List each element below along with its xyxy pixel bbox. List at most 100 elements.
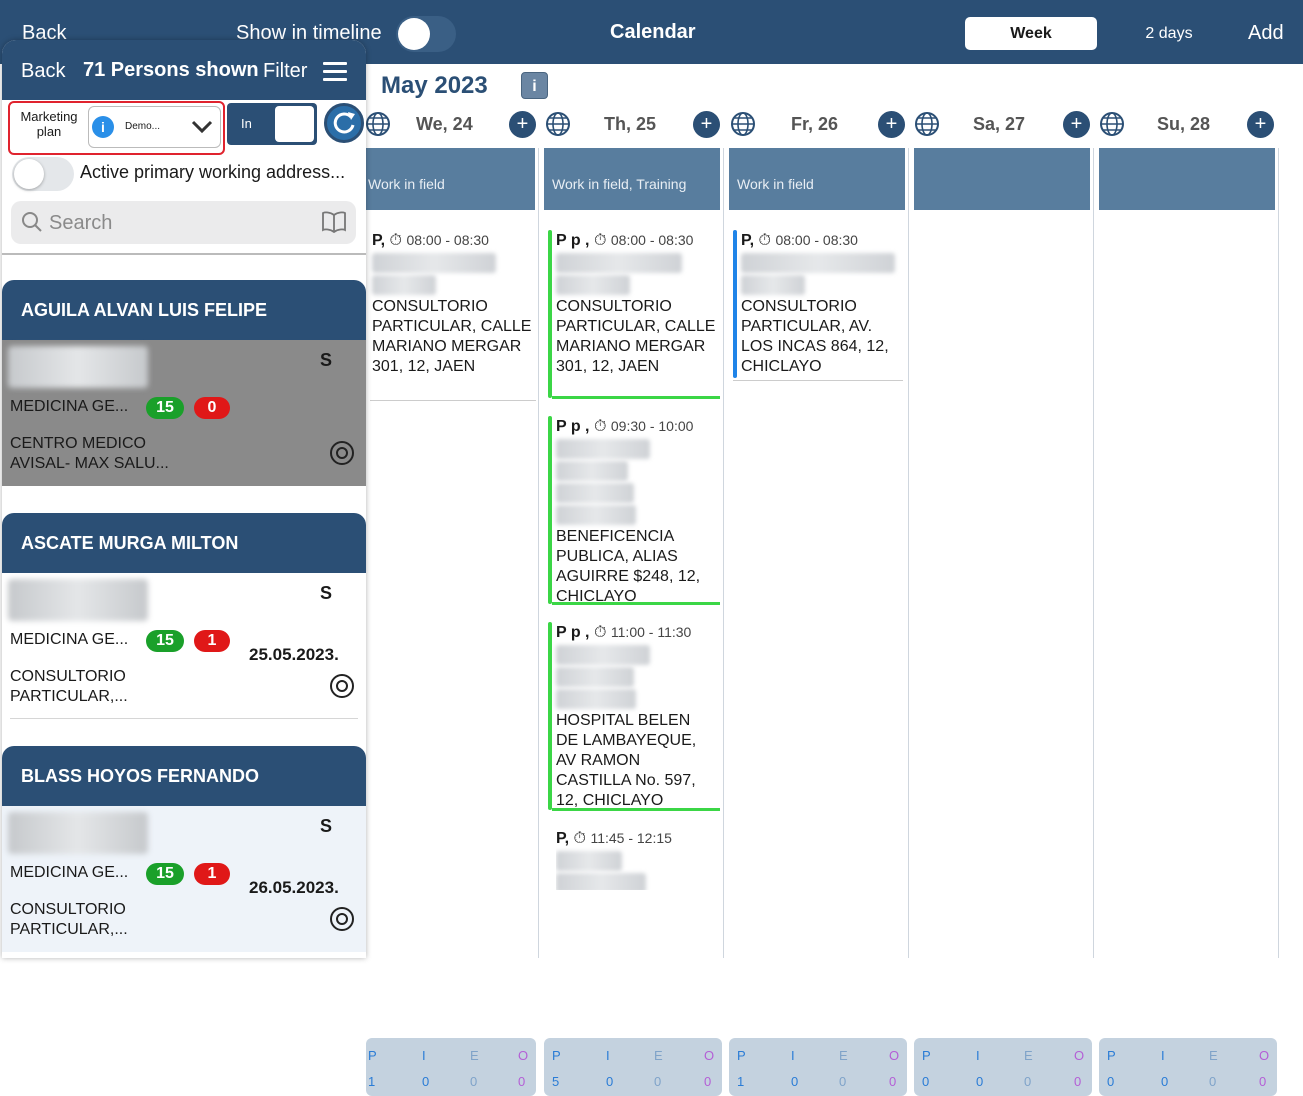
panel-back-button[interactable]: Back: [21, 60, 66, 82]
person-status: S: [320, 583, 333, 603]
stat-label: E: [1209, 1048, 1218, 1063]
stat-label: O: [518, 1048, 529, 1063]
add-event-button[interactable]: +: [693, 111, 720, 138]
add-event-button[interactable]: +: [1063, 111, 1090, 138]
person-card[interactable]: S MEDICINA GE... 15 0 CENTRO MEDICO AVIS…: [2, 340, 366, 486]
calendar-event[interactable]: P p , ⏱ 08:00 - 08:30 CONSULTORIO PARTIC…: [548, 230, 720, 400]
day-column-we24: Work in field P, ⏱ 08:00 - 08:30 CONSULT…: [364, 148, 539, 1096]
person-group-header[interactable]: AGUILA ALVAN LUIS FELIPE: [2, 280, 366, 340]
stat-value: 0: [1161, 1074, 1169, 1089]
stat-label: P: [1107, 1048, 1116, 1063]
add-event-button[interactable]: +: [1247, 111, 1274, 138]
view-week-button[interactable]: Week: [965, 17, 1097, 50]
day-activity-band[interactable]: Work in field, Training: [544, 148, 720, 210]
day-activity-band[interactable]: Work in field: [364, 148, 535, 210]
in-toggle-field[interactable]: [275, 106, 314, 142]
redacted-name: [372, 275, 436, 295]
stat-label: I: [976, 1048, 980, 1063]
day-footer-stats: P I E O 5 0 0 0: [544, 1038, 722, 1096]
day-activity-band[interactable]: Work in field: [729, 148, 905, 210]
event-time: 11:45 - 12:15: [590, 830, 672, 846]
person-card[interactable]: S MEDICINA GE... 15 1 26.05.2023. CONSUL…: [2, 806, 366, 952]
event-status-bar: [548, 416, 552, 604]
calendar-event[interactable]: P, ⏱ 08:00 - 08:30 CONSULTORIO PARTICULA…: [372, 230, 532, 377]
person-name: AGUILA ALVAN LUIS FELIPE: [21, 300, 267, 320]
stat-value: 0: [1074, 1074, 1082, 1089]
active-primary-address-toggle[interactable]: [12, 157, 74, 191]
event-underline: [552, 602, 720, 605]
redacted-name: [8, 579, 148, 621]
stat-label: I: [791, 1048, 795, 1063]
chevron-down-icon: [190, 113, 214, 145]
stat-value: 0: [1259, 1074, 1267, 1089]
day-activity-band[interactable]: [1099, 148, 1275, 210]
calendar-event[interactable]: P p , ⏱ 09:30 - 10:00 BENEFICENCIA PUBLI…: [548, 416, 720, 606]
target-icon[interactable]: [329, 440, 355, 466]
add-button[interactable]: Add: [1248, 22, 1284, 44]
redacted-name: [556, 253, 682, 273]
add-event-button[interactable]: +: [878, 111, 905, 138]
band-label: Work in field: [368, 176, 445, 192]
book-icon[interactable]: [321, 211, 347, 233]
search-input[interactable]: Search: [11, 201, 356, 244]
person-specialty: MEDICINA GE...: [10, 398, 129, 415]
stat-label: E: [839, 1048, 848, 1063]
info-icon[interactable]: i: [521, 72, 548, 99]
redacted-name: [556, 483, 634, 503]
day-label: We, 24: [416, 114, 473, 134]
target-icon[interactable]: [329, 673, 355, 699]
redacted-name: [556, 439, 650, 459]
person-card[interactable]: S MEDICINA GE... 15 1 25.05.2023. CONSUL…: [2, 573, 366, 719]
in-label: In: [241, 116, 252, 131]
calendar-event[interactable]: P p , ⏱ 11:00 - 11:30 HOSPITAL BELEN DE …: [548, 622, 720, 812]
day-header-fr26: Fr, 26 +: [729, 110, 909, 140]
stat-label: P: [922, 1048, 931, 1063]
stopwatch-icon: ⏱: [389, 232, 402, 249]
person-address: CONSULTORIO PARTICULAR,...: [10, 668, 128, 705]
red-count-badge: 1: [194, 863, 230, 885]
event-status-bar: [548, 622, 552, 810]
day-label: Fr, 26: [791, 114, 839, 134]
back-button[interactable]: Back: [22, 22, 67, 44]
stat-label: E: [1024, 1048, 1033, 1063]
toggle-knob: [398, 18, 430, 50]
view-2days-button[interactable]: 2 days: [1145, 25, 1193, 42]
globe-icon[interactable]: [364, 110, 392, 138]
person-specialty: MEDICINA GE...: [10, 631, 129, 648]
redacted-name: [556, 275, 630, 295]
in-out-toggle[interactable]: In: [227, 103, 317, 145]
globe-icon[interactable]: [544, 110, 572, 138]
person-group-header[interactable]: ASCATE MURGA MILTON: [2, 513, 366, 573]
event-prefix: P,: [741, 232, 755, 249]
stat-label: I: [606, 1048, 610, 1063]
person-address: CONSULTORIO PARTICULAR,...: [10, 901, 128, 938]
redacted-name: [556, 667, 634, 687]
marketing-plan-value: Demo...: [125, 121, 161, 132]
person-group-header[interactable]: BLASS HOYOS FERNANDO: [2, 746, 366, 806]
stopwatch-icon: ⏱: [758, 232, 771, 249]
add-event-button[interactable]: +: [509, 111, 536, 138]
divider: [2, 253, 366, 255]
stat-value: 0: [1209, 1074, 1217, 1089]
info-icon[interactable]: i: [92, 116, 114, 138]
target-icon[interactable]: [329, 906, 355, 932]
hamburger-menu-icon[interactable]: [323, 62, 347, 81]
show-in-timeline-toggle[interactable]: [396, 16, 456, 52]
band-label: [914, 176, 922, 192]
refresh-icon[interactable]: [324, 103, 364, 143]
event-location: CONSULTORIO PARTICULAR, CALLE MARIANO ME…: [372, 298, 532, 375]
persons-count-title: 71 Persons shown: [83, 59, 259, 81]
globe-icon[interactable]: [729, 110, 757, 138]
globe-icon[interactable]: [913, 110, 941, 138]
globe-icon[interactable]: [1098, 110, 1126, 138]
filter-button[interactable]: Filter: [263, 60, 308, 82]
day-activity-band[interactable]: [914, 148, 1090, 210]
person-address: CENTRO MEDICO AVISAL- MAX SALU...: [10, 435, 169, 472]
stat-value: 0: [704, 1074, 712, 1089]
calendar-event[interactable]: P, ⏱ 11:45 - 12:15: [556, 828, 716, 890]
person-visit-date: 26.05.2023.: [249, 878, 339, 897]
marketing-plan-select[interactable]: i Demo...: [88, 106, 221, 148]
redacted-name: [556, 461, 628, 481]
active-primary-address-label: Active primary working address...: [80, 162, 346, 182]
calendar-event[interactable]: P, ⏱ 08:00 - 08:30 CONSULTORIO PARTICULA…: [733, 230, 901, 380]
